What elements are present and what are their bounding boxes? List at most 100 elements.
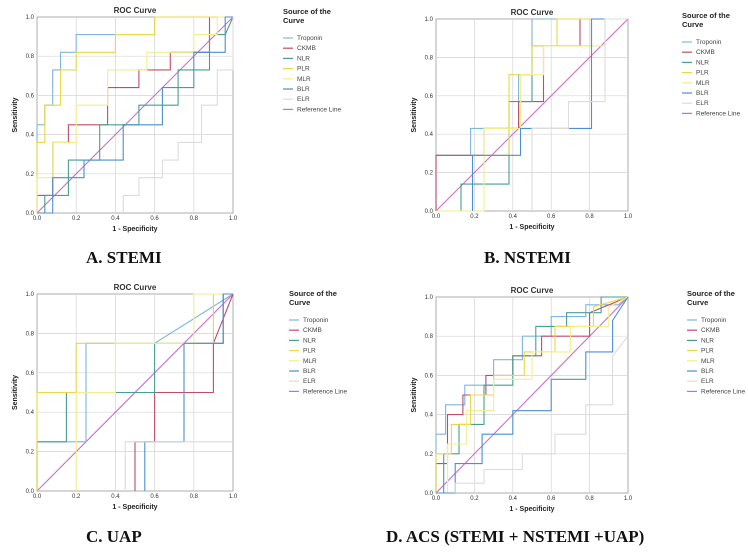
y-tick-label: 0.4 <box>425 132 434 138</box>
legend-label-plr: PLR <box>303 348 316 355</box>
legend-label-mlr: MLR <box>303 358 317 365</box>
roc-line-reference-line-d <box>435 296 629 494</box>
legend-label-nlr: NLR <box>303 337 316 344</box>
y-tick-label: 0.4 <box>26 410 35 416</box>
legend-label-blr: BLR <box>696 90 709 97</box>
x-tick-label: 1.0 <box>229 216 238 222</box>
y-tick-label: 0.2 <box>425 171 434 177</box>
x-tick-label: 0.0 <box>432 496 441 502</box>
x-tick-label: 1.0 <box>624 214 633 220</box>
y-tick-label: 0.6 <box>425 94 434 100</box>
legend-label-troponin: Troponin <box>297 35 323 42</box>
legend-label-nlr: NLR <box>696 59 709 66</box>
legend-label-troponin: Troponin <box>696 39 722 46</box>
legend-label-plr: PLR <box>696 70 709 77</box>
y-tick-label: 0.2 <box>26 172 35 178</box>
x-tick-label: 0.0 <box>33 494 42 500</box>
legend-title-b: Source of the <box>682 11 730 20</box>
y-axis-label-a: Sensitivity <box>12 97 19 132</box>
caption-A: A. STEMI <box>86 248 162 267</box>
x-tick-label: 0.2 <box>72 216 81 222</box>
x-tick-label: 0.2 <box>470 496 479 502</box>
y-tick-label: 0.4 <box>425 413 434 419</box>
y-tick-label: 0.6 <box>26 371 35 377</box>
x-tick-label: 0.6 <box>547 214 556 220</box>
y-tick-label: 1.0 <box>26 15 35 21</box>
legend-label-ckmb: CKMB <box>701 327 720 334</box>
roc-line-mlr-c <box>75 293 233 491</box>
legend-title-a: Source of the <box>283 7 331 16</box>
roc-line-elr-b <box>531 18 628 211</box>
x-axis-label-d: 1 - Specificity <box>509 506 554 513</box>
legend-label-reference-line: Reference Line <box>303 388 347 395</box>
legend-label-blr: BLR <box>303 368 316 375</box>
x-tick-label: 0.8 <box>190 216 199 222</box>
roc-line-elr-a <box>122 17 234 213</box>
legend-label-mlr: MLR <box>297 76 311 83</box>
legend-label-blr: BLR <box>297 86 310 93</box>
legend-label-nlr: NLR <box>701 337 714 344</box>
x-tick-label: 0.8 <box>585 496 594 502</box>
y-tick-label: 0.2 <box>26 450 35 456</box>
legend-label-reference-line: Reference Line <box>696 110 740 117</box>
roc-panel-a: 0.00.0 0.2 0.2 0.4 0.4 0.6 0.6 0.8 0.8 1.0 1.0 ROC … <box>12 6 341 233</box>
legend-title-d: Source of the <box>687 289 735 298</box>
x-tick-label: 0.4 <box>111 216 120 222</box>
roc-line-reference-line-b <box>435 18 629 212</box>
y-axis-label-c: Sensitivity <box>12 375 19 410</box>
x-tick-label: 0.8 <box>190 494 199 500</box>
legend-label-ckmb: CKMB <box>303 327 322 334</box>
x-axis-label-b: 1 - Specificity <box>509 224 554 231</box>
legend-title-b: Curve <box>682 20 703 29</box>
legend-label-mlr: MLR <box>696 80 710 87</box>
x-tick-label: 1.0 <box>229 494 238 500</box>
x-axis-label-c: 1 - Specificity <box>112 504 157 511</box>
x-tick-label: 0.0 <box>33 216 42 222</box>
legend-label-nlr: NLR <box>297 55 310 62</box>
roc-panel-c: 0.00.0 0.2 0.2 0.4 0.4 0.6 0.6 0.8 0.8 1.0 1.0 ROC … <box>12 283 347 511</box>
y-axis-label-d: Sensitivity <box>411 377 418 412</box>
chart-title-a: ROC Curve <box>114 6 157 15</box>
legend-label-elr: ELR <box>701 378 714 385</box>
y-axis-label-b: Sensitivity <box>411 97 418 132</box>
x-tick-label: 0.4 <box>509 214 518 220</box>
roc-line-blr-b <box>471 18 628 211</box>
y-tick-label: 0.0 <box>26 211 35 217</box>
x-tick-label: 0.8 <box>585 214 594 220</box>
roc-line-elr-d <box>454 335 629 493</box>
y-tick-label: 0.8 <box>425 55 434 61</box>
legend-label-elr: ELR <box>696 100 709 107</box>
legend-title-a: Curve <box>283 16 304 25</box>
legend-label-plr: PLR <box>297 66 310 73</box>
roc-line-blr-a <box>37 16 233 214</box>
legend-label-troponin: Troponin <box>701 317 727 324</box>
y-tick-label: 0.0 <box>26 489 35 495</box>
legend-label-elr: ELR <box>297 96 310 103</box>
x-axis-label-a: 1 - Specificity <box>112 226 157 233</box>
caption-D: D. ACS (STEMI + NSTEMI +UAP) <box>386 527 645 546</box>
y-tick-label: 1.0 <box>425 17 434 23</box>
roc-line-elr-c <box>124 441 233 491</box>
x-tick-label: 0.0 <box>432 214 441 220</box>
roc-line-blr-d <box>436 296 629 494</box>
roc-line-plr-c <box>36 293 233 491</box>
x-tick-label: 0.2 <box>470 214 479 220</box>
legend-title-d: Curve <box>687 298 708 307</box>
caption-C: C. UAP <box>86 527 142 546</box>
x-tick-label: 0.6 <box>547 496 556 502</box>
roc-line-troponin-d <box>435 296 629 493</box>
y-tick-label: 0.8 <box>425 334 434 340</box>
y-tick-label: 1.0 <box>425 295 434 301</box>
roc-line-reference-line-a <box>36 16 234 214</box>
roc-panel-b: 0.00.0 0.2 0.2 0.4 0.4 0.6 0.6 0.8 0.8 1.0 1.0 ROC … <box>411 8 740 231</box>
legend-label-troponin: Troponin <box>303 317 329 324</box>
x-tick-label: 0.2 <box>72 494 81 500</box>
chart-title-b: ROC Curve <box>511 8 554 17</box>
roc-line-plr-a <box>36 16 233 213</box>
legend-label-reference-line: Reference Line <box>297 106 341 113</box>
legend-label-plr: PLR <box>701 348 714 355</box>
y-tick-label: 0.8 <box>26 54 35 60</box>
legend-label-reference-line: Reference Line <box>701 388 745 395</box>
y-tick-label: 0.6 <box>26 93 35 99</box>
